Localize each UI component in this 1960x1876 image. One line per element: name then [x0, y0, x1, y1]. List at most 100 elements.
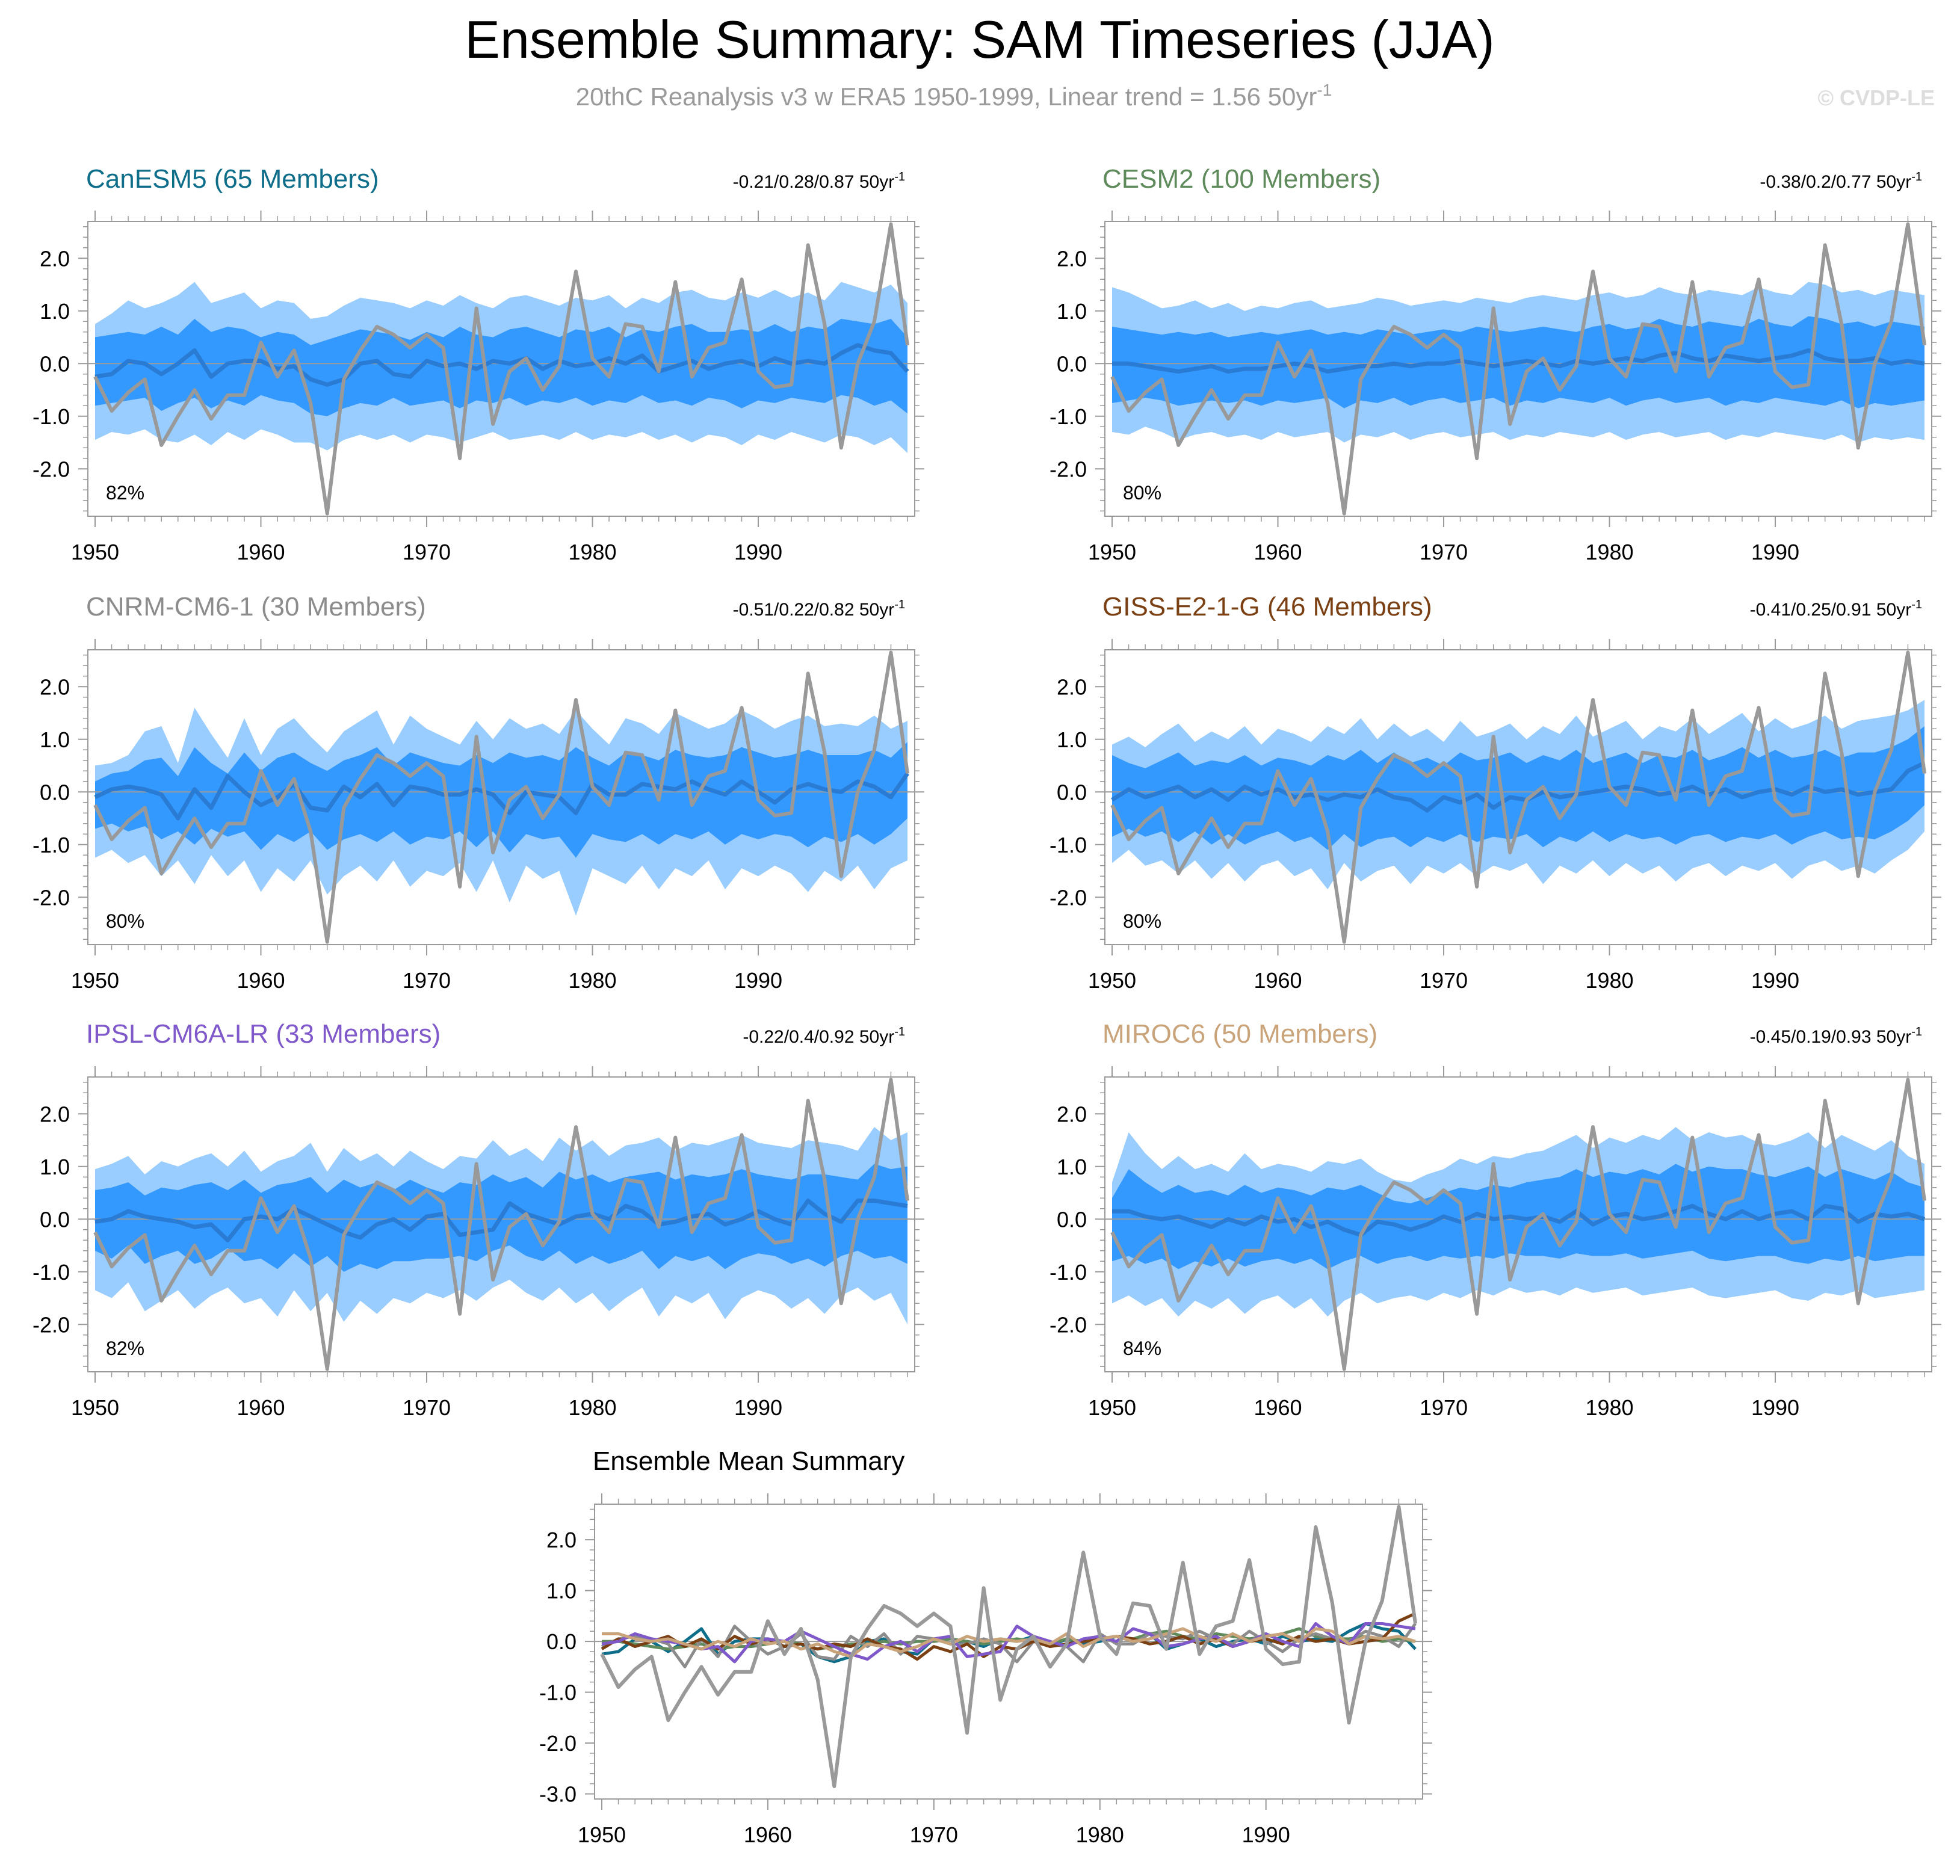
y-tick-label: 2.0	[1057, 1102, 1087, 1126]
observations-line	[1110, 650, 1926, 944]
y-tick-label: 2.0	[546, 1528, 577, 1552]
x-tick-label: 1970	[403, 968, 451, 993]
x-tick-label: 1960	[1254, 540, 1302, 564]
y-tick-label: 2.0	[40, 246, 70, 271]
ensemble-mean-line	[1112, 348, 1925, 374]
figure-subtitle: 20thC Reanalysis v3 w ERA5 1950-1999, Li…	[576, 81, 1332, 111]
trend-value: -0.21/0.28/0.87 50yr	[733, 172, 895, 192]
y-tick-label: -1.0	[1050, 833, 1087, 857]
trend-label: -0.38/0.2/0.77 50yr-1	[1760, 170, 1922, 192]
observations-line	[1110, 222, 1926, 516]
x-tick-label: 1990	[734, 1395, 782, 1420]
panel-6: Ensemble Mean Summary -3.0 -2.0 -1.0 0.0 1.0 2…	[539, 1446, 1432, 1847]
trend-value: -0.45/0.19/0.93 50yr	[1750, 1027, 1912, 1047]
plot-area	[88, 222, 915, 516]
x-tick-label: 1950	[71, 1395, 119, 1420]
percent-label: 80%	[106, 910, 144, 932]
panel-title: IPSL-CM6A-LR (33 Members)	[86, 1019, 441, 1049]
panel-4: IPSL-CM6A-LR (33 Members) -0.22/0.4/0.92 …	[32, 1019, 924, 1420]
y-tick-label: 0.0	[1057, 1207, 1087, 1232]
y-tick-label: 1.0	[40, 299, 70, 324]
cnrm-cm6-1-line	[601, 1623, 1417, 1668]
plot-frame	[87, 1076, 915, 1372]
y-tick-label: 0.0	[1057, 351, 1087, 376]
subtitle-text: 20thC Reanalysis v3 w ERA5 1950-1999, Li…	[576, 82, 1317, 111]
y-tick-label: 2.0	[40, 674, 70, 699]
x-tick-label: 1960	[236, 968, 285, 993]
x-tick-label: 1950	[578, 1822, 626, 1847]
y-tick-label: 1.0	[546, 1579, 577, 1603]
observations-line	[600, 1505, 1417, 1788]
trend-superscript: -1	[1911, 1025, 1922, 1038]
x-tick-label: 1980	[1585, 1395, 1633, 1420]
panels-container: CanESM5 (65 Members) -0.21/0.28/0.87 50yr…	[32, 164, 1941, 1847]
percent-label: 82%	[106, 1338, 144, 1359]
y-tick-label: 2.0	[1057, 246, 1087, 271]
percent-label: 82%	[106, 482, 144, 504]
panel-title: Ensemble Mean Summary	[593, 1446, 904, 1476]
x-tick-label: 1970	[1420, 968, 1468, 993]
trend-value: -0.38/0.2/0.77 50yr	[1760, 172, 1911, 192]
trend-label: -0.21/0.28/0.87 50yr-1	[733, 170, 905, 192]
y-tick-label: 2.0	[40, 1102, 70, 1126]
trend-value: -0.41/0.25/0.91 50yr	[1750, 600, 1912, 620]
panel-2: CNRM-CM6-1 (30 Members) -0.51/0.22/0.82 5…	[32, 592, 924, 993]
trend-value: -0.51/0.22/0.82 50yr	[733, 600, 895, 620]
plot-frame	[1104, 649, 1932, 945]
panel-5: MIROC6 (50 Members) -0.45/0.19/0.93 50yr-…	[1050, 1019, 1941, 1420]
x-tick-label: 1960	[236, 540, 285, 564]
ensemble-mean-line	[94, 1199, 908, 1242]
y-tick-label: -1.0	[539, 1680, 577, 1705]
y-tick-label: 0.0	[1057, 780, 1087, 804]
ensemble-mean-line	[1112, 1203, 1926, 1237]
y-tick-label: 0.0	[546, 1629, 577, 1654]
y-tick-label: -1.0	[32, 404, 70, 429]
panel-title: CNRM-CM6-1 (30 Members)	[86, 592, 426, 622]
trend-superscript: -1	[894, 1025, 905, 1038]
plot-area	[1105, 1078, 1932, 1371]
x-tick-label: 1950	[1088, 968, 1136, 993]
trend-value: -0.22/0.4/0.92 50yr	[743, 1027, 894, 1047]
y-tick-label: 1.0	[1057, 1155, 1087, 1179]
x-tick-label: 1990	[1751, 540, 1799, 564]
x-tick-label: 1990	[1751, 1395, 1799, 1420]
percent-label: 80%	[1123, 910, 1161, 932]
x-tick-label: 1980	[1585, 540, 1633, 564]
x-tick-label: 1960	[1254, 968, 1302, 993]
watermark: © CVDP-LE	[1817, 85, 1935, 110]
observations-line	[1110, 1078, 1926, 1371]
ensemble-mean-line	[94, 343, 909, 387]
plot-frame	[87, 221, 915, 517]
trend-label: -0.22/0.4/0.92 50yr-1	[743, 1025, 905, 1047]
y-tick-label: -3.0	[539, 1782, 577, 1807]
x-tick-label: 1980	[568, 540, 616, 564]
panel-title: GISS-E2-1-G (46 Members)	[1102, 592, 1432, 622]
plot-area	[88, 650, 915, 944]
panel-0: CanESM5 (65 Members) -0.21/0.28/0.87 50yr…	[32, 164, 924, 564]
y-tick-label: -1.0	[32, 833, 70, 857]
y-tick-label: 0.0	[40, 351, 70, 376]
panel-title: CanESM5 (65 Members)	[86, 164, 379, 194]
plot-frame	[1104, 221, 1932, 517]
x-tick-label: 1950	[71, 540, 119, 564]
y-tick-label: 0.0	[40, 780, 70, 804]
observations-line	[93, 222, 909, 516]
x-tick-label: 1980	[1076, 1822, 1124, 1847]
inner-spread-band	[1112, 726, 1924, 850]
y-tick-label: -1.0	[32, 1260, 70, 1285]
observations-line	[93, 650, 909, 944]
x-tick-label: 1950	[1088, 1395, 1136, 1420]
plot-area	[1105, 650, 1932, 944]
y-tick-label: -2.0	[32, 885, 70, 910]
y-tick-label: -1.0	[1050, 1260, 1087, 1285]
ensemble-mean-line	[1111, 761, 1926, 813]
x-tick-label: 1980	[568, 968, 616, 993]
x-tick-label: 1990	[734, 968, 782, 993]
y-tick-label: -2.0	[539, 1731, 577, 1756]
percent-label: 84%	[1123, 1338, 1161, 1359]
percent-label: 80%	[1123, 482, 1161, 504]
y-tick-label: -2.0	[1050, 1312, 1087, 1337]
trend-label: -0.41/0.25/0.91 50yr-1	[1750, 598, 1922, 620]
